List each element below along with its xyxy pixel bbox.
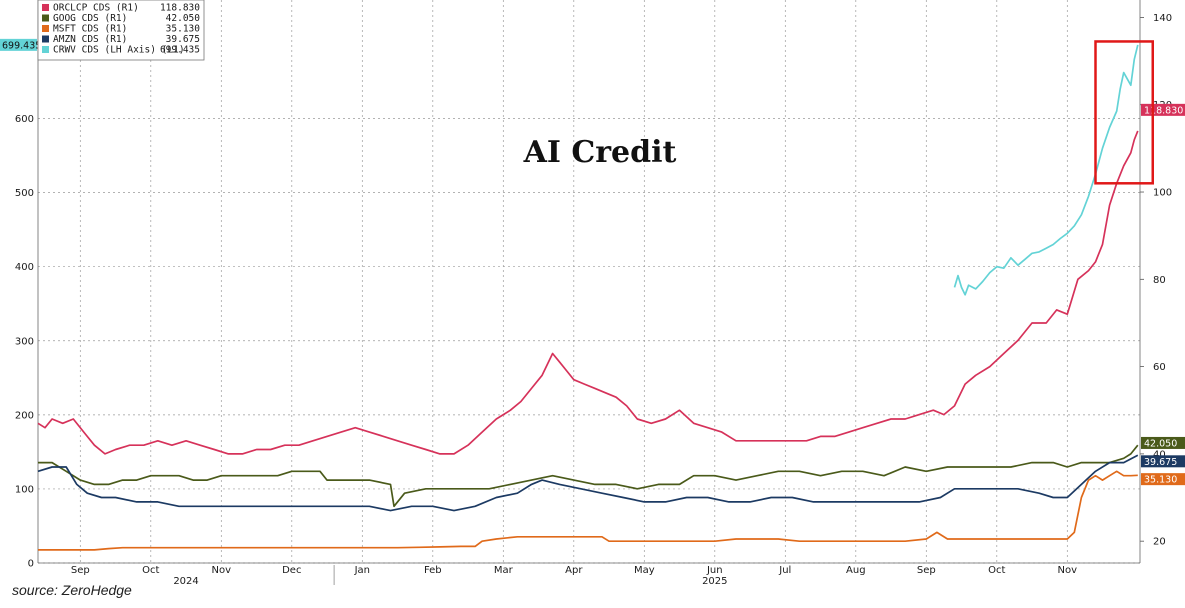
left-tick-label: 300 xyxy=(15,336,34,347)
left-value-badge-text: 699.435 xyxy=(2,40,41,51)
left-value-badge-crwv xyxy=(0,38,37,51)
month-tick-label: Oct xyxy=(142,565,159,576)
series-line-crwv xyxy=(953,44,1139,296)
legend-swatch-crwv xyxy=(42,46,49,53)
month-tick-label: Apr xyxy=(565,565,583,576)
legend-series-value: 42.050 xyxy=(166,13,201,24)
grid-lines xyxy=(38,0,1140,564)
legend-series-name: AMZN CDS (R1) xyxy=(53,34,127,45)
right-value-badge-amzn xyxy=(1141,455,1185,468)
series-line-msft xyxy=(38,470,1138,551)
legend-series-name: GOOG CDS (R1) xyxy=(53,13,127,24)
year-tick-label: 2024 xyxy=(173,576,198,587)
left-tick-label: 500 xyxy=(15,188,34,199)
legend-swatch-msft xyxy=(42,25,49,32)
axes: 010020030040050060020406080100120140SepO… xyxy=(15,0,1172,587)
right-value-badge-goog xyxy=(1141,436,1185,449)
month-tick-label: Sep xyxy=(917,565,936,576)
right-tick-label: 100 xyxy=(1153,188,1172,199)
month-tick-label: Jul xyxy=(778,565,791,576)
left-tick-label: 100 xyxy=(15,484,34,495)
legend-series-name: CRWV CDS (LH Axis) (L1) xyxy=(53,45,185,56)
series-line-amzn xyxy=(37,454,1139,512)
month-tick-label: Nov xyxy=(212,565,232,576)
right-value-badge-msft xyxy=(1141,473,1185,486)
left-tick-label: 200 xyxy=(15,410,34,421)
series-line-goog xyxy=(38,444,1139,508)
month-tick-label: Mar xyxy=(494,565,514,576)
month-tick-label: Jun xyxy=(706,565,723,576)
month-tick-label: Feb xyxy=(424,565,442,576)
right-tick-label: 40 xyxy=(1153,449,1166,460)
month-tick-label: Aug xyxy=(846,565,866,576)
right-tick-label: 20 xyxy=(1153,537,1166,548)
series-lines xyxy=(37,44,1139,551)
series-line-orcl xyxy=(37,130,1139,455)
left-tick-label: 400 xyxy=(15,262,34,273)
legend-swatch-goog xyxy=(42,14,49,22)
value-badges: 118.830 42.050 39.675 35.130 699.435 xyxy=(0,38,1185,486)
right-tick-label: 80 xyxy=(1153,275,1166,286)
legend-series-name: MSFT CDS (R1) xyxy=(53,24,127,35)
right-tick-label: 60 xyxy=(1153,362,1166,373)
chart-title: AI Credit xyxy=(523,135,677,170)
left-tick-label: 600 xyxy=(15,114,34,125)
month-tick-label: Oct xyxy=(988,565,1005,576)
month-tick-label: May xyxy=(634,565,655,576)
legend-series-value: 699.435 xyxy=(160,45,200,56)
source-label: source: ZeroHedge xyxy=(12,582,132,598)
legend-swatch-amzn xyxy=(42,35,49,43)
legend-series-value: 35.130 xyxy=(166,24,201,35)
legend-series-value: 39.675 xyxy=(166,34,200,45)
month-tick-label: Nov xyxy=(1058,565,1078,576)
right-value-badge-text: 35.130 xyxy=(1144,475,1177,486)
month-tick-label: Jan xyxy=(354,565,370,576)
highlight-box xyxy=(1094,40,1154,185)
year-tick-label: 2025 xyxy=(702,576,727,587)
right-value-badge-text: 42.050 xyxy=(1144,438,1177,449)
left-tick-label: 0 xyxy=(28,559,34,570)
legend-series-value: 118.830 xyxy=(160,3,200,14)
legend-box xyxy=(37,0,205,61)
legend-swatch-orcl xyxy=(42,4,49,11)
legend: ORCLCP CDS (R1) 118.830 GOOG CDS (R1) 42.05… xyxy=(37,0,205,61)
right-value-badge-text: 39.675 xyxy=(1144,457,1177,468)
right-value-badge-text: 118.830 xyxy=(1144,105,1183,116)
month-tick-label: Sep xyxy=(71,565,90,576)
month-tick-label: Dec xyxy=(282,565,301,576)
legend-series-name: ORCLCP CDS (R1) xyxy=(53,3,139,14)
right-tick-label: 140 xyxy=(1153,13,1172,24)
